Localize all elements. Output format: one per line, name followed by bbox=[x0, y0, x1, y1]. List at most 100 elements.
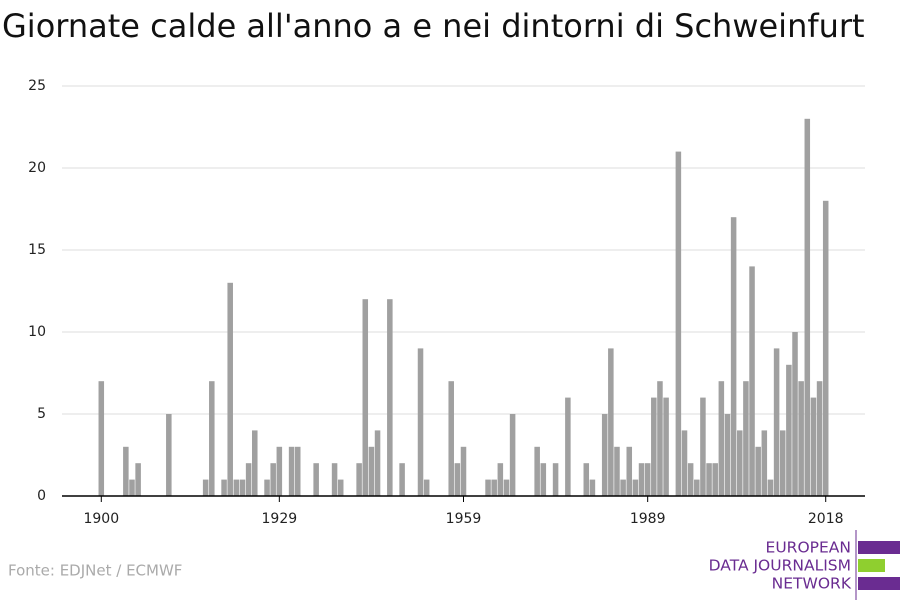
bar bbox=[276, 446, 283, 496]
bar bbox=[608, 348, 614, 496]
bar bbox=[620, 479, 626, 496]
bar bbox=[227, 282, 233, 496]
bar bbox=[454, 463, 461, 496]
bar bbox=[798, 381, 804, 496]
bar bbox=[792, 332, 798, 496]
bar bbox=[491, 479, 497, 496]
bar bbox=[675, 151, 682, 496]
bar bbox=[534, 446, 540, 496]
bar bbox=[761, 430, 768, 496]
y-tick-label: 5 bbox=[37, 406, 46, 422]
bar bbox=[724, 414, 731, 496]
bar bbox=[331, 463, 338, 496]
bar bbox=[245, 463, 252, 496]
bar bbox=[804, 118, 811, 497]
bar bbox=[337, 479, 344, 496]
bar bbox=[509, 414, 516, 496]
bar bbox=[816, 381, 823, 496]
source: Fonte: EDJNet / ECMWF bbox=[8, 562, 182, 580]
bar bbox=[221, 479, 227, 496]
bar bbox=[123, 446, 129, 496]
bar bbox=[497, 463, 504, 496]
logo-text: EUROPEAN bbox=[766, 539, 851, 557]
bar bbox=[270, 463, 276, 496]
bar bbox=[98, 381, 105, 496]
bar bbox=[657, 381, 663, 496]
bar bbox=[810, 397, 817, 496]
bar bbox=[638, 463, 645, 496]
bar bbox=[368, 446, 375, 496]
bar bbox=[552, 463, 559, 496]
bar bbox=[374, 430, 381, 496]
logo-bar bbox=[858, 577, 900, 590]
bar bbox=[749, 266, 755, 496]
bar bbox=[423, 479, 430, 496]
bar bbox=[644, 463, 651, 496]
bar bbox=[767, 479, 774, 496]
bar bbox=[135, 463, 141, 496]
bar bbox=[706, 463, 712, 496]
bar bbox=[583, 463, 590, 496]
bar bbox=[773, 348, 780, 496]
chart-title: Giornate calde all'anno a e nei dintorni… bbox=[2, 7, 865, 45]
bar bbox=[786, 364, 792, 496]
bar bbox=[362, 299, 369, 496]
bar bbox=[399, 463, 405, 496]
bar bbox=[485, 479, 491, 496]
bar bbox=[663, 397, 669, 496]
y-tick-label: 25 bbox=[28, 78, 46, 94]
x-tick-label: 1959 bbox=[446, 511, 482, 527]
bar bbox=[313, 463, 319, 496]
bar bbox=[540, 463, 547, 496]
y-tick-label: 20 bbox=[28, 160, 46, 176]
bar bbox=[730, 217, 737, 496]
bar bbox=[822, 200, 829, 497]
bar bbox=[264, 479, 270, 496]
bar bbox=[565, 397, 571, 496]
bar bbox=[239, 479, 246, 496]
bar bbox=[129, 479, 135, 496]
bar bbox=[252, 430, 258, 496]
x-tick-label: 1929 bbox=[262, 511, 298, 527]
y-tick-label: 15 bbox=[28, 242, 46, 258]
bar bbox=[694, 479, 700, 496]
bar bbox=[166, 414, 172, 496]
bar bbox=[632, 479, 639, 496]
bar bbox=[687, 463, 694, 496]
y-tick-label: 10 bbox=[28, 324, 46, 340]
bar bbox=[202, 479, 209, 496]
bar bbox=[233, 479, 240, 496]
y-tick-label: 0 bbox=[37, 488, 46, 504]
bar bbox=[779, 430, 786, 496]
logo-text: DATA JOURNALISM bbox=[709, 557, 851, 575]
bar bbox=[718, 381, 725, 496]
x-tick-label: 1900 bbox=[83, 511, 119, 527]
bar bbox=[356, 463, 362, 496]
bar bbox=[503, 479, 510, 496]
bar bbox=[736, 430, 743, 496]
logo-bar bbox=[858, 559, 885, 572]
bar bbox=[417, 348, 424, 496]
x-tick-label: 2018 bbox=[808, 511, 844, 527]
logo-bar bbox=[858, 541, 900, 554]
bar bbox=[700, 397, 706, 496]
bar bbox=[460, 446, 467, 496]
bar bbox=[755, 446, 761, 496]
bar bbox=[294, 446, 301, 496]
bar bbox=[601, 414, 608, 496]
bar bbox=[589, 479, 596, 496]
bar bbox=[387, 299, 393, 496]
x-tick-label: 1989 bbox=[630, 511, 666, 527]
bar bbox=[209, 381, 215, 496]
bar bbox=[743, 381, 749, 496]
bar bbox=[681, 430, 688, 496]
logo-text: NETWORK bbox=[772, 575, 852, 593]
bar bbox=[288, 446, 295, 496]
bar bbox=[626, 446, 633, 496]
bar bbox=[651, 397, 657, 496]
bar bbox=[448, 381, 454, 496]
bar bbox=[614, 446, 620, 496]
bar bbox=[712, 463, 718, 496]
